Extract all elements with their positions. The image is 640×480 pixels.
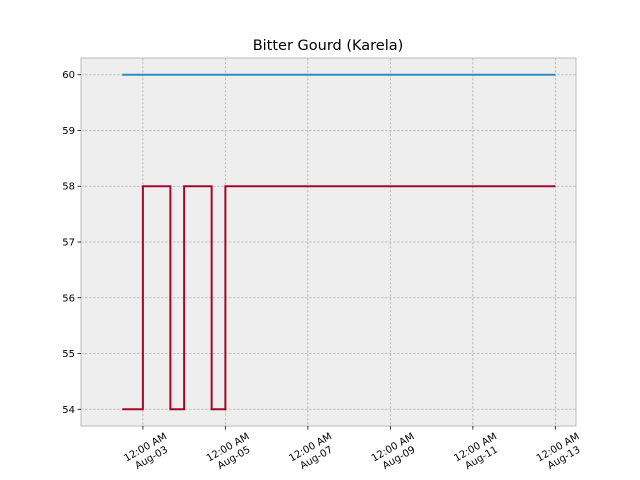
y-tick-label: 54 [62, 405, 75, 416]
y-axis: 54 55 56 57 58 59 60 [62, 70, 81, 416]
y-tick-label: 55 [62, 349, 75, 360]
series-line-2 [122, 185, 556, 411]
y-tick-label: 57 [62, 238, 75, 249]
y-tick-label: 58 [62, 182, 75, 193]
y-tick-label: 56 [62, 293, 75, 304]
chart-title: Bitter Gourd (Karela) [253, 38, 404, 54]
series-lines [122, 73, 556, 411]
y-tick-label: 60 [62, 70, 75, 81]
y-tick-label: 59 [62, 126, 75, 137]
